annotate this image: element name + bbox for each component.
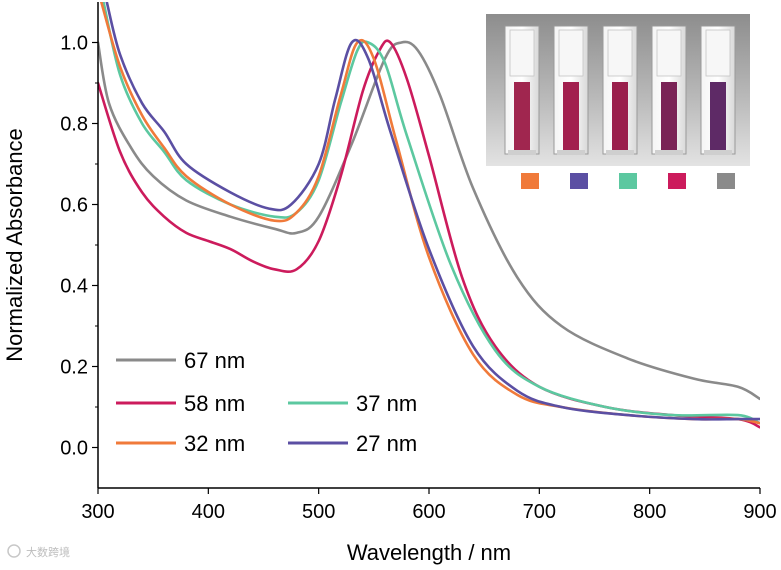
cuvette-photo-inset [486, 14, 750, 189]
legend-label-67nm: 67 nm [184, 348, 245, 373]
cuvette-1 [504, 25, 540, 155]
inset-swatch-1 [521, 173, 539, 189]
series-line-27nm [105, 2, 760, 421]
inset-swatch-5 [717, 173, 735, 189]
watermark-text: 大数跨境 [26, 545, 70, 559]
legend: 67 nm 58 nm 37 nm 32 nm 27 nm [116, 348, 417, 456]
y-tick-label-1.0: 1.0 [60, 33, 88, 55]
cuvette-neck [509, 29, 535, 77]
series-layer [98, 2, 760, 429]
cuvette-liquid [563, 82, 579, 150]
cuvette-2 [553, 25, 589, 155]
x-tick-label-700: 700 [523, 501, 556, 523]
cuvette-3 [602, 25, 638, 155]
legend-label-58nm: 58 nm [184, 391, 245, 416]
cuvette-liquid [661, 82, 677, 150]
cuvette-4 [651, 25, 687, 155]
watermark-logo-icon [7, 544, 21, 558]
inset-swatch-3 [619, 173, 637, 189]
ticks-layer: 300 400 500 600 700 800 900 0.0 0.2 0.4 0.6 0.8 1.0 [60, 33, 777, 524]
cuvette-base [704, 150, 732, 155]
y-tick-label-0.6: 0.6 [60, 195, 88, 217]
cuvette-base [606, 150, 634, 155]
legend-label-27nm: 27 nm [356, 431, 417, 456]
inset-swatch-2 [570, 173, 588, 189]
cuvette-5 [700, 25, 736, 155]
x-axis-label: Wavelength / nm [347, 540, 511, 565]
x-tick-label-500: 500 [302, 501, 335, 523]
cuvettes [504, 25, 736, 155]
cuvette-neck [607, 29, 633, 77]
legend-label-32nm: 32 nm [184, 431, 245, 456]
cuvette-liquid [710, 82, 726, 150]
cuvette-liquid [514, 82, 530, 150]
inset-color-swatches [521, 173, 735, 189]
x-tick-label-900: 900 [743, 501, 776, 523]
cuvette-base [508, 150, 536, 155]
y-tick-label-0.4: 0.4 [60, 276, 88, 298]
x-tick-label-300: 300 [81, 501, 114, 523]
y-tick-label-0.8: 0.8 [60, 114, 88, 136]
series-line-67nm [98, 40, 760, 401]
y-axis-label: Normalized Absorbance [2, 128, 27, 362]
cuvette-liquid [612, 82, 628, 150]
x-tick-label-600: 600 [412, 501, 445, 523]
y-tick-label-0.2: 0.2 [60, 357, 88, 379]
x-tick-label-400: 400 [192, 501, 225, 523]
inset-swatch-4 [668, 173, 686, 189]
watermark: 大数跨境 [7, 544, 70, 559]
y-tick-label-0.0: 0.0 [60, 438, 88, 460]
cuvette-neck [558, 29, 584, 77]
cuvette-base [655, 150, 683, 155]
cuvette-neck [705, 29, 731, 77]
cuvette-base [557, 150, 585, 155]
x-tick-label-800: 800 [633, 501, 666, 523]
cuvette-neck [656, 29, 682, 77]
legend-label-37nm: 37 nm [356, 391, 417, 416]
